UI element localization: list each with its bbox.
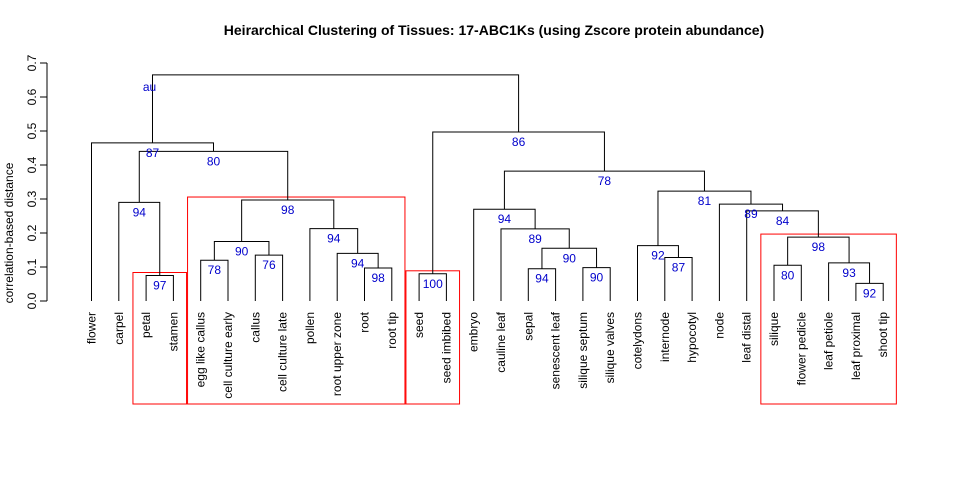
au-value-m4: 90 [235,245,249,259]
leaf-label-internode: internode [658,312,672,362]
leaf-labels: flower carpel petal stamen egg like callus ce… [85,311,891,398]
leaf-label-leaf-distal: leaf distal [740,312,754,363]
au-value-m1: 97 [153,279,167,293]
leaf-label-cell-culture-late: cell culture late [276,312,290,392]
au-value-m11: 87 [146,146,160,160]
branch-m28 [432,131,605,274]
au-value-m9: 94 [133,205,147,219]
au-value-m17: 94 [498,212,512,226]
au-legend-label: au [143,80,156,94]
chart-title: Heirarchical Clustering of Tissues: 17-A… [224,22,764,38]
y-tick-label: 0.1 [25,258,39,275]
leaf-label-flower: flower [85,312,99,344]
leaf-label-flower-pedicle: flower pedicle [794,312,808,386]
leaf-label-seed-imbibed: seed imbibed [439,312,453,383]
cluster-box-2 [187,196,406,405]
au-value-m24: 84 [776,214,790,228]
au-value-m16: 89 [528,232,542,246]
au-value-m13: 94 [535,272,549,286]
leaf-label-carpel: carpel [112,312,126,345]
leaf-label-hypocotyl: hypocotyl [685,312,699,363]
au-value-m8: 98 [281,203,295,217]
au-value-m6: 94 [351,256,365,270]
leaf-label-sepal: sepal [521,312,535,341]
leaf-label-petal: petal [139,312,153,338]
leaf-label-shoot-tip: shoot tip [876,312,890,358]
leaf-label-cotelydons: cotelydons [631,312,645,369]
y-tick-label: 0.5 [25,122,39,139]
cluster-boxes [132,196,897,405]
au-value-m23: 98 [812,240,826,254]
au-value-m18: 87 [672,260,686,274]
leaf-label-stamen: stamen [166,312,180,351]
leaf-label-embryo: embryo [467,312,481,352]
au-value-m10: 80 [207,154,221,168]
au-value-m5: 98 [371,271,385,285]
leaf-label-leaf-proximal: leaf proximal [849,312,863,380]
au-value-m27: 78 [598,174,612,188]
y-tick-label: 0.6 [25,88,39,105]
leaf-label-senescent-leaf: senescent leaf [549,311,563,389]
branch-m11 [91,142,214,301]
y-tick-label: 0.7 [25,54,39,71]
leaf-label-seed: seed [412,312,426,338]
dendrogram-branches [91,74,884,301]
leaf-label-pollen: pollen [303,312,317,344]
leaf-label-root: root [358,311,372,332]
au-value-m20: 92 [863,286,877,300]
leaf-label-silique-valves: silique valves [603,312,617,383]
branch-m29 [151,74,520,143]
au-value-m3: 76 [262,258,276,272]
leaf-label-callus: callus [248,312,262,343]
au-value-m28: 86 [512,135,526,149]
au-value-m12: 100 [423,277,443,291]
y-axis-title: correlation-based distance [2,162,16,303]
au-values: 97 78 76 90 98 94 94 98 94 80 87 100 94 90 90 89 94 87 92 9… [133,80,877,300]
au-value-m15: 90 [563,251,577,265]
leaf-label-root-upper-zone: root upper zone [330,312,344,396]
au-value-m25: 89 [744,207,758,221]
au-value-m21: 93 [842,266,856,280]
leaf-label-cauline-leaf: cauline leaf [494,311,508,372]
au-value-m26: 81 [698,194,712,208]
leaf-label-node: node [712,312,726,339]
au-value-m22: 80 [781,268,795,282]
au-value-m19: 92 [651,249,665,263]
au-value-m7: 94 [327,232,341,246]
au-value-m14: 90 [590,271,604,285]
leaf-label-root-tip: root tip [385,312,399,349]
y-tick-label: 0.4 [25,156,39,173]
y-axis: 0.0 0.1 0.2 0.3 0.4 0.5 0.6 0.7 [25,54,48,309]
leaf-label-leaf-petiole: leaf petiole [822,312,836,370]
leaf-label-egg-like-callus: egg like callus [194,312,208,387]
leaf-label-cell-culture-early: cell culture early [221,312,235,399]
y-tick-label: 0.0 [25,292,39,309]
au-value-m2: 78 [208,263,222,277]
cluster-box-4 [760,233,897,405]
y-tick-label: 0.2 [25,224,39,241]
leaf-label-silique-septum: silique septum [576,312,590,389]
leaf-label-silique: silique [767,312,781,346]
y-tick-label: 0.3 [25,190,39,207]
